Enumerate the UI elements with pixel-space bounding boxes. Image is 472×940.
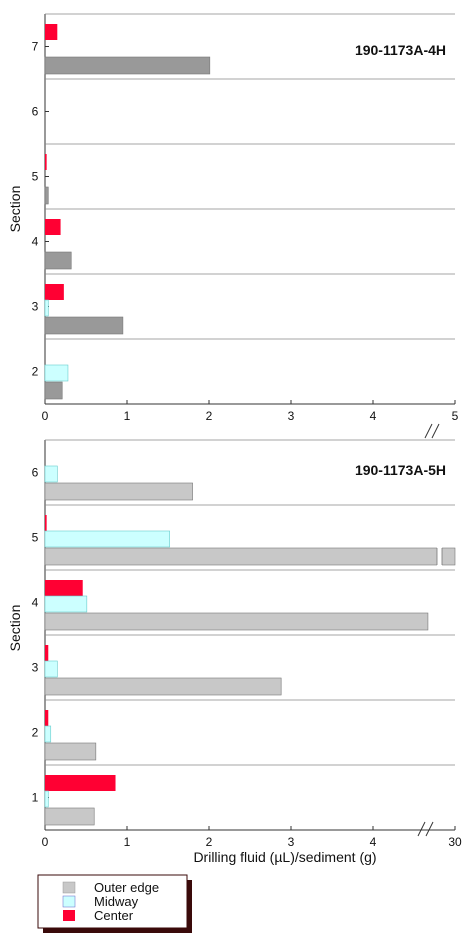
legend-label-outer-edge: Outer edge <box>94 880 159 895</box>
panel-4h-bar-outer-edge <box>44 381 63 400</box>
panel-4h-x-tick-label: 3 <box>288 409 295 423</box>
panel-4h-bar-center <box>45 284 64 300</box>
panel-4h-bar-midway <box>44 299 49 317</box>
panel-5h-bar-outer-edge <box>44 677 282 696</box>
panel-5h-bar-center <box>45 580 83 596</box>
panel-5h-bar-midway <box>44 660 58 678</box>
panel-5h-bar-center <box>45 515 47 531</box>
panel-5h-section-label: 5 <box>32 531 39 545</box>
panel-5h-bar-midway <box>44 465 58 483</box>
panel-5h-section-label: 1 <box>32 791 39 805</box>
panel-4h-bar-outer-edge <box>44 56 211 75</box>
panel-4h-section-label: 5 <box>32 170 39 184</box>
panel-5h-bar-outer-edge <box>44 547 456 566</box>
legend-box <box>37 874 188 929</box>
panel-5h-bar-midway <box>44 530 170 548</box>
panel-5h-bar-midway <box>44 595 88 613</box>
panel-5h-bar-center <box>45 775 116 791</box>
panel-4h-bar-center <box>45 24 58 40</box>
panel-5h-x-tick-label: 2 <box>206 835 213 849</box>
panel-4h-bar-center <box>45 154 47 170</box>
panel-5h-bar-outer-edge <box>44 807 95 826</box>
panel-4h-x-tick-label: 4 <box>370 409 377 423</box>
panel-4h-section-label: 4 <box>32 235 39 249</box>
panel-5h-x-tick-label: 30 <box>448 835 462 849</box>
panel-4h-section-label: 2 <box>32 365 39 379</box>
panel-5h: 190-1173A-5H Section Drilling fluid (µL)… <box>7 440 455 865</box>
panel-5h-bar-center <box>45 645 49 661</box>
legend-label-center: Center <box>94 908 134 923</box>
panel-5h-section-label: 6 <box>32 466 39 480</box>
panel-4h-x-tick-label: 5 <box>452 409 459 423</box>
panel-4h-bar-center <box>45 219 61 235</box>
panel-5h-bar-outer-edge <box>44 742 97 761</box>
panel-5h-x-tick-label: 3 <box>288 835 295 849</box>
legend-label-midway: Midway <box>94 894 139 909</box>
panel-4h-bar-outer-edge <box>44 316 124 335</box>
panel-4h-bar-outer-edge <box>44 251 72 270</box>
legend-swatch-center <box>63 910 75 921</box>
panel-4h-x-tick-label: 0 <box>42 409 49 423</box>
panel-4h-section-label: 7 <box>32 40 39 54</box>
panel-4h-axis-break <box>424 423 440 439</box>
panel-4h-ylabel: Section <box>7 186 23 233</box>
panel-5h-axis-break <box>417 821 434 837</box>
panel-5h-section-label: 4 <box>32 596 39 610</box>
panel-5h-bar-break <box>437 547 442 566</box>
panel-5h-ylabel: Section <box>7 605 23 652</box>
panel-5h-title: 190-1173A-5H <box>355 462 446 478</box>
panel-5h-x-tick-label: 4 <box>370 835 377 849</box>
panel-4h-title: 190-1173A-4H <box>355 42 446 58</box>
panel-5h-x-tick-label: 1 <box>124 835 131 849</box>
x-axis-title: Drilling fluid (µL)/sediment (g) <box>193 849 376 865</box>
panel-5h-bar-outer-edge <box>44 612 429 631</box>
legend-swatch-midway <box>62 895 76 908</box>
panel-4h-section-label: 6 <box>32 105 39 119</box>
legend-swatch-outer-edge <box>62 881 76 894</box>
panel-4h-section-label: 3 <box>32 300 39 314</box>
panel-5h-section-label: 3 <box>32 661 39 675</box>
panel-5h-bar-midway <box>44 790 49 808</box>
panel-5h-bar-outer-edge <box>44 482 193 501</box>
legend: Outer edge Midway Center <box>37 874 192 933</box>
panel-5h-bar-center <box>45 710 49 726</box>
panel-4h-bar-midway <box>44 364 69 382</box>
panel-4h-x-tick-label: 1 <box>124 409 131 423</box>
panel-4h-x-tick-label: 2 <box>206 409 213 423</box>
panel-5h-bar-midway <box>44 725 52 743</box>
panel-5h-section-label: 2 <box>32 726 39 740</box>
panel-5h-x-tick-label: 0 <box>42 835 49 849</box>
panel-4h-bar-outer-edge <box>44 186 49 205</box>
